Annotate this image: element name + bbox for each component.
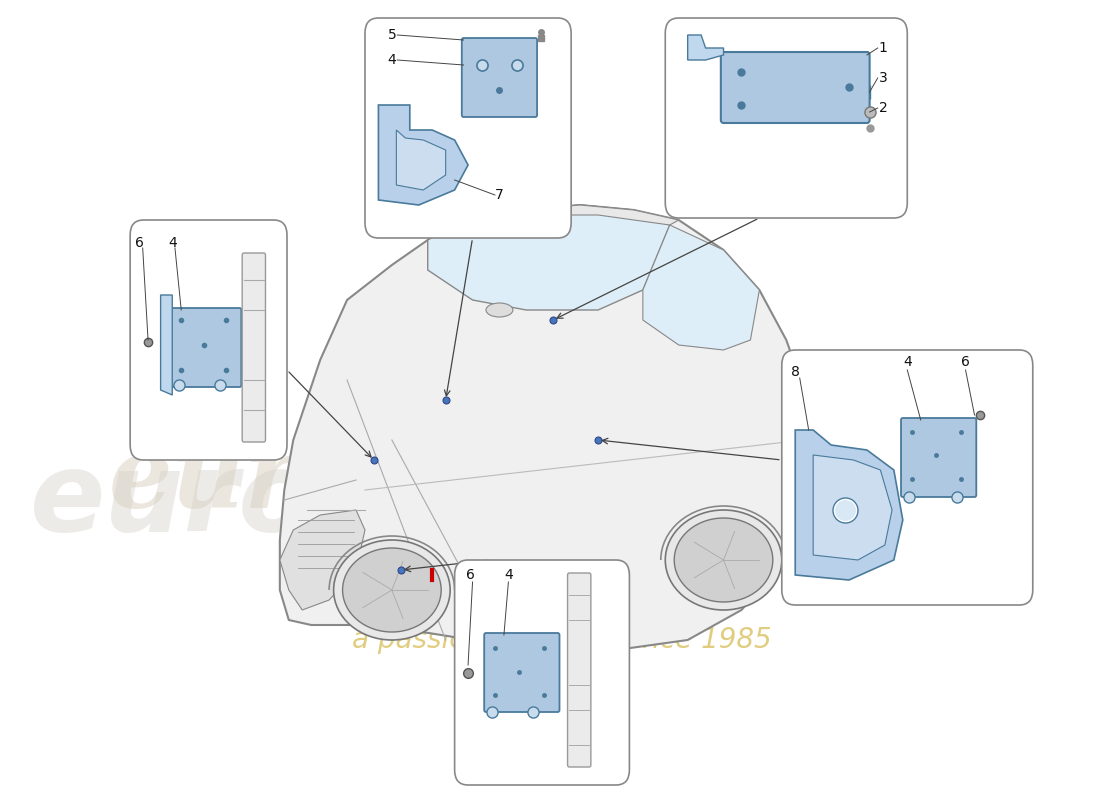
Polygon shape [279, 205, 808, 650]
Text: 4: 4 [504, 568, 513, 582]
Polygon shape [688, 35, 724, 60]
Text: 1: 1 [879, 41, 888, 55]
Text: 5: 5 [387, 28, 396, 42]
Polygon shape [517, 205, 679, 225]
Polygon shape [161, 295, 173, 395]
FancyBboxPatch shape [484, 633, 560, 712]
Text: 7: 7 [495, 188, 504, 202]
Text: eurosport: eurosport [31, 446, 646, 554]
FancyBboxPatch shape [720, 52, 870, 123]
Text: 4: 4 [387, 53, 396, 67]
Polygon shape [642, 225, 759, 350]
FancyBboxPatch shape [901, 418, 977, 497]
FancyBboxPatch shape [568, 573, 591, 767]
Text: 3: 3 [879, 71, 888, 85]
FancyBboxPatch shape [666, 18, 908, 218]
FancyBboxPatch shape [365, 18, 571, 238]
Text: 4: 4 [903, 355, 912, 369]
Text: 6: 6 [134, 236, 143, 250]
Polygon shape [279, 510, 365, 610]
Polygon shape [795, 430, 903, 580]
Text: 6: 6 [961, 355, 970, 369]
Ellipse shape [666, 510, 782, 610]
FancyBboxPatch shape [242, 253, 265, 442]
FancyBboxPatch shape [454, 560, 629, 785]
Polygon shape [396, 130, 446, 190]
Ellipse shape [486, 303, 513, 317]
Polygon shape [378, 105, 469, 205]
Text: 2: 2 [879, 101, 888, 115]
Text: 6: 6 [466, 568, 475, 582]
Text: a passion for parts since 1985: a passion for parts since 1985 [352, 626, 772, 654]
Ellipse shape [342, 548, 441, 632]
Polygon shape [428, 205, 670, 310]
FancyBboxPatch shape [130, 220, 287, 460]
FancyBboxPatch shape [170, 308, 241, 387]
Text: es: es [323, 492, 443, 588]
FancyBboxPatch shape [782, 350, 1033, 605]
Ellipse shape [674, 518, 773, 602]
Text: eurosport: eurosport [109, 432, 657, 528]
Polygon shape [813, 455, 892, 560]
Text: 4: 4 [168, 236, 177, 250]
FancyBboxPatch shape [462, 38, 537, 117]
Text: 8: 8 [791, 365, 800, 379]
Ellipse shape [333, 540, 450, 640]
